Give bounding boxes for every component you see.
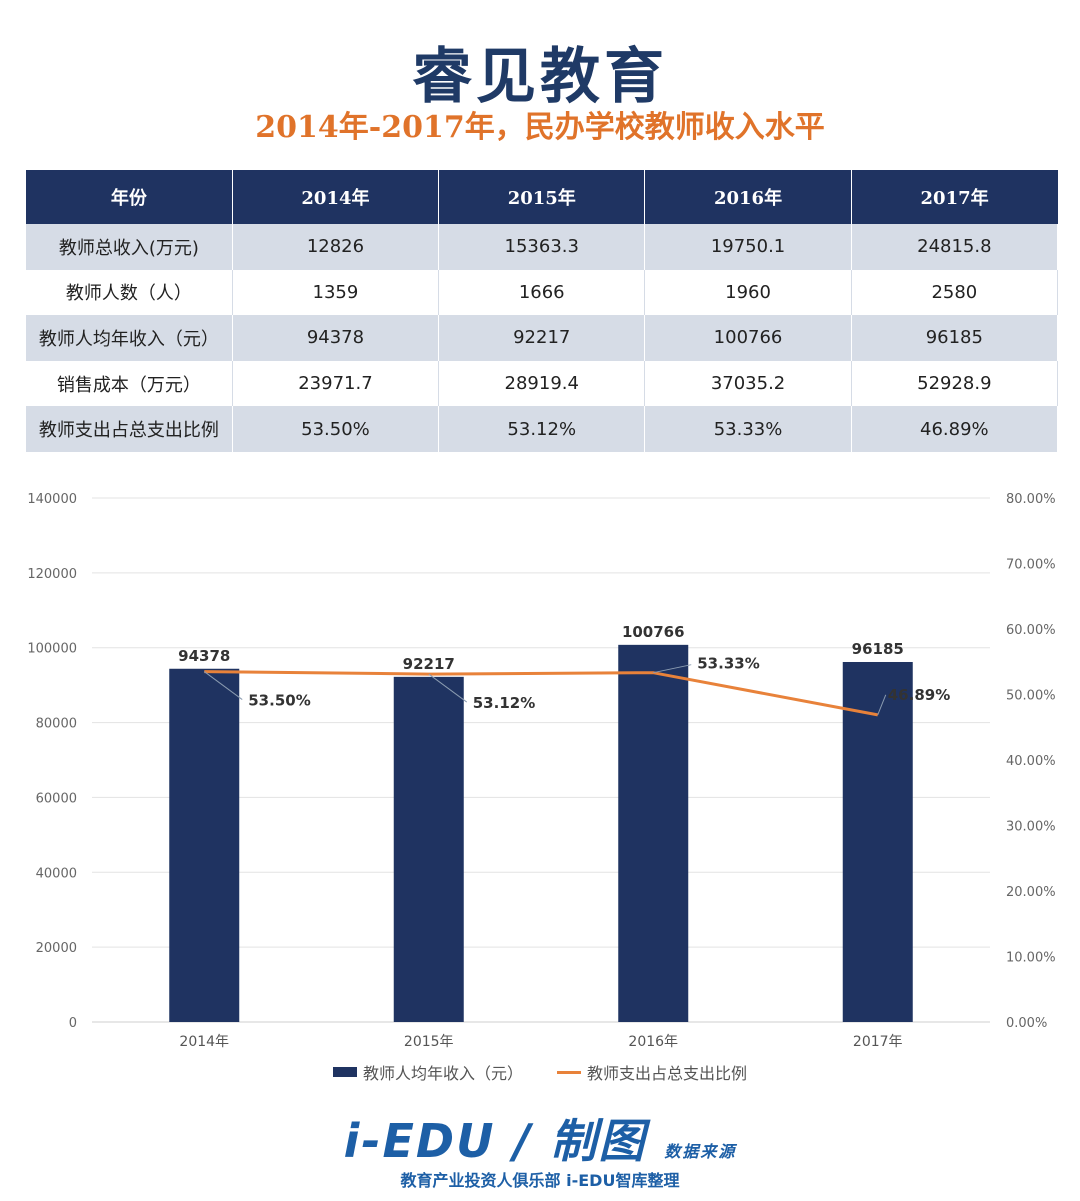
footer-logo: i-EDU / 制图 数据来源 教育产业投资人俱乐部 i-EDU智库整理 [0, 1105, 1080, 1191]
table-cell: 92217 [438, 315, 646, 361]
legend-swatch-line [557, 1070, 581, 1074]
y2-tick-label: 30.00% [1006, 820, 1056, 835]
legend-label: 教师人均年收入（元） [362, 1064, 523, 1083]
table-row: 销售成本（万元） 23971.7 28919.4 37035.2 52928.9 [26, 360, 1059, 407]
table-cell: 94378 [232, 315, 440, 361]
column-header: 2016年 [644, 170, 852, 224]
logo-small: 数据来源 [664, 1142, 737, 1161]
table-cell: 53.50% [232, 406, 440, 452]
bar-data-label: 92217 [403, 655, 455, 673]
bar [842, 661, 913, 1022]
legend-swatch-bar [332, 1067, 357, 1077]
bar [169, 668, 240, 1022]
y2-tick-label: 60.00% [1006, 623, 1056, 638]
y-tick-label: 100000 [27, 642, 77, 657]
table-cell: 53.12% [438, 406, 646, 452]
y2-tick-label: 70.00% [1006, 558, 1056, 573]
table-cell: 24815.8 [851, 224, 1059, 270]
y-tick-label: 120000 [27, 567, 77, 582]
column-header: 2017年 [851, 170, 1058, 224]
table-cell: 1666 [438, 269, 646, 316]
legend-label: 教师支出占总支出比例 [587, 1064, 748, 1083]
table-cell: 37035.2 [644, 360, 852, 407]
column-header: 2015年 [438, 170, 646, 224]
line-series [204, 670, 879, 717]
legend-item-bar: 教师人均年收入（元） [332, 1060, 523, 1084]
bar [618, 644, 689, 1022]
bar-data-label: 96185 [852, 640, 904, 658]
line-data-label: 53.50% [248, 692, 310, 710]
bar [393, 676, 464, 1022]
table-row: 教师支出占总支出比例 53.50% 53.12% 53.33% 46.89% [26, 406, 1059, 452]
x-tick-label: 2016年 [628, 1034, 678, 1050]
y2-tick-label: 10.00% [1006, 951, 1056, 966]
y-tick-label: 0 [69, 1016, 77, 1031]
x-tick-label: 2015年 [404, 1034, 454, 1050]
legend-item-line: 教师支出占总支出比例 [557, 1060, 747, 1084]
y2-tick-label: 80.00% [1006, 492, 1056, 507]
column-header: 年份 [26, 170, 233, 224]
leader-line [653, 664, 692, 674]
y-tick-label: 60000 [36, 791, 77, 806]
line-data-label: 46.89% [888, 686, 950, 704]
table-header: 年份 2014年 2015年 2016年 2017年 [26, 170, 1058, 224]
x-tick-label: 2017年 [853, 1034, 903, 1050]
line-data-label: 53.12% [473, 694, 535, 712]
legend: 教师人均年收入（元） 教师支出占总支出比例 [0, 1060, 1080, 1084]
y2-tick-label: 0.00% [1006, 1016, 1047, 1031]
data-table: 年份 2014年 2015年 2016年 2017年 教师总收入(万元) 12826 153… [26, 170, 1059, 452]
table-cell: 28919.4 [438, 360, 646, 407]
table-cell: 100766 [644, 315, 852, 361]
table-row: 教师人均年收入（元） 94378 92217 100766 96185 [26, 315, 1059, 361]
table-cell: 52928.9 [851, 360, 1059, 407]
brand-title: 睿见教育 [412, 42, 668, 112]
y-tick-label: 140000 [27, 492, 77, 507]
tagline: 教育产业投资人俱乐部 i-EDU智库整理 [400, 1171, 680, 1190]
leader-line [428, 673, 468, 703]
table-cell: 1960 [644, 269, 852, 316]
y-tick-label: 40000 [36, 866, 77, 881]
row-label: 教师人均年收入（元） [26, 315, 233, 361]
table-cell: 96185 [851, 315, 1059, 361]
bar-data-label: 100766 [622, 623, 685, 641]
table-cell: 23971.7 [232, 360, 440, 407]
leader-line [877, 694, 887, 716]
table-cell: 53.33% [644, 406, 852, 452]
row-label: 教师人数（人） [26, 269, 233, 316]
line-data-label: 53.33% [697, 655, 759, 673]
y-tick-label: 80000 [36, 717, 77, 732]
table-row: 教师人数（人） 1359 1666 1960 2580 [26, 269, 1059, 316]
y2-tick-label: 50.00% [1006, 689, 1056, 704]
x-tick-label: 2014年 [179, 1034, 229, 1050]
y-tick-label: 20000 [36, 941, 77, 956]
row-label: 销售成本（万元） [26, 360, 233, 407]
bar-data-label: 94378 [178, 647, 230, 665]
logo-text: i-EDU [343, 1114, 496, 1168]
table-cell: 19750.1 [644, 224, 852, 270]
row-label: 教师支出占总支出比例 [26, 406, 233, 452]
logo-mark: 制图 [550, 1114, 647, 1168]
y2-tick-label: 20.00% [1006, 885, 1056, 900]
subtitle: 2014年-2017年，民办学校教师收入水平 [255, 110, 825, 145]
leader-line [203, 671, 243, 700]
table-cell: 2580 [851, 269, 1059, 316]
table-cell: 46.89% [851, 406, 1059, 452]
y2-tick-label: 40.00% [1006, 754, 1056, 769]
combo-chart: 0 20000 40000 60000 80000 100000 120000 140000 0… [27, 492, 1056, 1050]
column-header: 2014年 [232, 170, 440, 224]
table-cell: 1359 [232, 269, 440, 316]
table-cell: 15363.3 [438, 224, 646, 270]
row-label: 教师总收入(万元) [26, 224, 233, 270]
table-row: 教师总收入(万元) 12826 15363.3 19750.1 24815.8 [26, 224, 1059, 270]
table-cell: 12826 [232, 224, 440, 270]
